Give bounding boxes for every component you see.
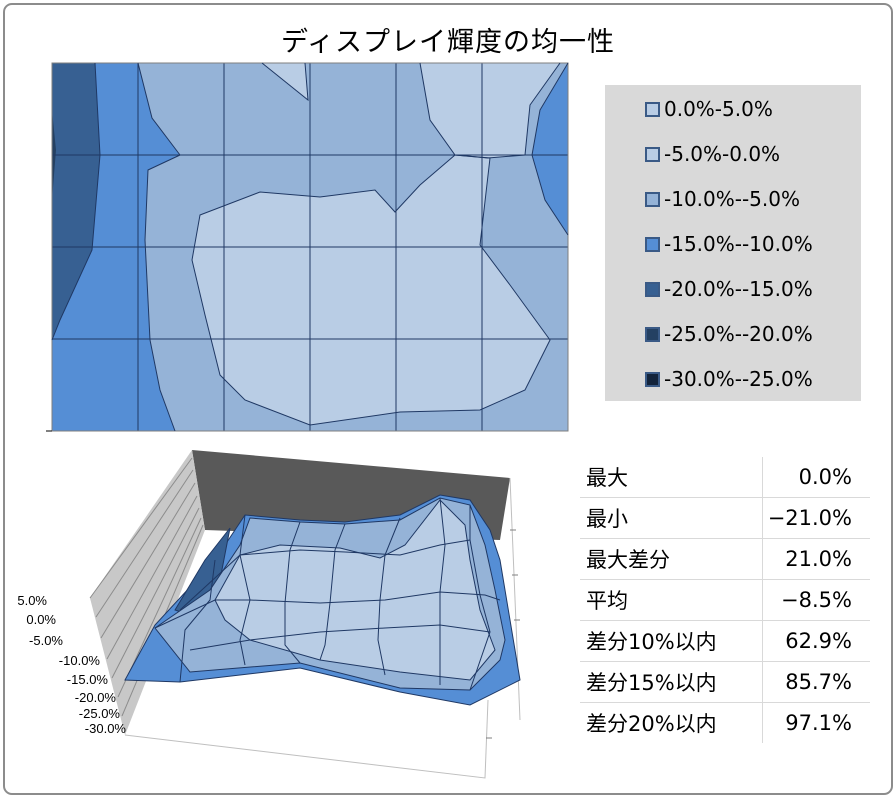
- table-row: 差分20%以内 97.1%: [580, 702, 870, 743]
- stat-value: 97.1%: [785, 711, 852, 735]
- legend-label: 0.0%-5.0%: [664, 97, 773, 121]
- stat-label: 最小: [580, 497, 763, 539]
- legend: 0.0%-5.0% -5.0%-0.0% -10.0%--5.0% -15.0%…: [605, 85, 861, 401]
- stat-label: 最大: [580, 457, 763, 498]
- mesh-line: [377, 517, 401, 676]
- legend-label: -30.0%--25.0%: [664, 367, 813, 391]
- side-grid: [95, 469, 194, 618]
- legend-item: 0.0%-5.0%: [645, 94, 773, 124]
- z-axis-label: -20.0%: [75, 690, 117, 705]
- contour-boundary-6: [191, 154, 551, 426]
- z-axis-label: -25.0%: [79, 706, 121, 721]
- legend-swatch: [645, 281, 660, 297]
- contour-region-dark-left: [52, 63, 100, 340]
- legend-swatch: [645, 236, 660, 252]
- legend-swatch: [645, 326, 660, 342]
- contour-region-blue-right: [532, 63, 568, 235]
- surface-axis-ticks: [486, 529, 520, 739]
- contour-boundary-4: [261, 62, 309, 102]
- z-axis-label: 0.0%: [26, 612, 56, 627]
- legend-item: -20.0%--15.0%: [645, 274, 813, 304]
- mesh-line: [239, 514, 251, 666]
- contour-region-light-center: [192, 155, 550, 425]
- stat-label: 差分20%以内: [580, 702, 763, 743]
- stat-label: 最大差分: [580, 538, 763, 580]
- contour-boundary-5: [531, 62, 569, 236]
- stat-label: 差分15%以内: [580, 661, 763, 703]
- stats-table: 最大 0.0% 最小 −21.0% 最大差分 21.0% 平均 −8.5% 差分10%以…: [580, 457, 870, 743]
- legend-swatch: [645, 191, 660, 207]
- legend-item: -25.0%--20.0%: [645, 319, 813, 349]
- legend-item: -5.0%-0.0%: [645, 139, 780, 169]
- stat-value: −21.0%: [762, 497, 870, 539]
- side-grid: [111, 507, 200, 679]
- mesh-line: [319, 523, 346, 661]
- table-row: 最大 0.0%: [580, 457, 870, 498]
- legend-swatch: [645, 371, 660, 387]
- z-axis-label: 5.0%: [17, 593, 47, 608]
- table-row: 差分15%以内 85.7%: [580, 661, 870, 703]
- table-row: 最大差分 21.0%: [580, 538, 870, 580]
- table-row: 平均 −8.5%: [580, 579, 870, 621]
- mesh-line: [284, 521, 301, 664]
- contour-boundary-1: [137, 62, 181, 432]
- z-axis-label: -10.0%: [59, 653, 101, 668]
- z-axis-label: -30.0%: [85, 721, 127, 736]
- legend-item: -30.0%--25.0%: [645, 364, 813, 394]
- mesh-line: [439, 497, 446, 685]
- surface-mesh: [154, 497, 501, 691]
- legend-item: -10.0%--5.0%: [645, 184, 800, 214]
- contour-boundary-2: [51, 62, 101, 341]
- stat-value: 85.7%: [762, 661, 870, 703]
- z-axis-label: -15.0%: [67, 672, 109, 687]
- stat-value: 62.9%: [762, 620, 870, 662]
- chart-title: ディスプレイ輝度の均一性: [280, 27, 616, 58]
- stat-value: −8.5%: [762, 579, 870, 621]
- contour-region-light-top: [420, 63, 560, 158]
- mesh-line: [179, 559, 216, 683]
- side-grid: [89, 457, 193, 599]
- legend-label: -25.0%--20.0%: [664, 322, 813, 346]
- stat-label: 平均: [580, 579, 763, 621]
- legend-item: -15.0%--10.0%: [645, 229, 813, 259]
- stat-label: 差分10%以内: [580, 620, 763, 662]
- table-row: 差分10%以内 62.9%: [580, 620, 870, 662]
- legend-label: -15.0%--10.0%: [664, 232, 813, 256]
- legend-swatch: [645, 101, 660, 117]
- stat-value: 21.0%: [762, 538, 870, 580]
- table-row: 最小 −21.0%: [580, 497, 870, 539]
- legend-label: -10.0%--5.0%: [664, 187, 800, 211]
- side-grid: [106, 495, 198, 660]
- mesh-line: [154, 591, 501, 629]
- side-grid: [100, 482, 196, 639]
- legend-label: -5.0%-0.0%: [664, 142, 781, 166]
- contour-lines: [51, 62, 569, 432]
- surface-floor-edge: [124, 699, 489, 779]
- stat-value: 0.0%: [762, 457, 870, 498]
- mesh-line: [469, 505, 491, 691]
- z-axis-label: -5.0%: [29, 633, 63, 648]
- legend-label: -20.0%--15.0%: [664, 277, 813, 301]
- legend-swatch: [645, 146, 660, 162]
- contour-border: [51, 62, 569, 432]
